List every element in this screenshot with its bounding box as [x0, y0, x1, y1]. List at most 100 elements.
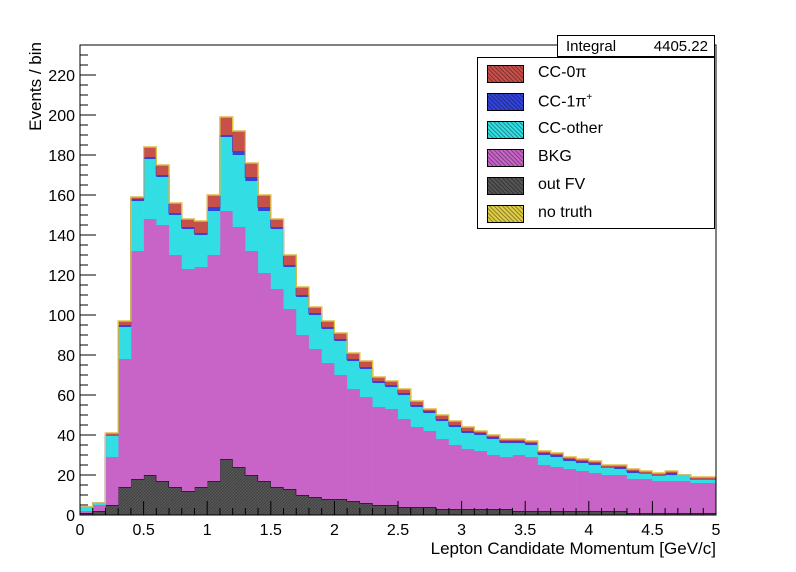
- y-tick-label: 60: [57, 388, 75, 405]
- bar-bkg-13: [245, 251, 259, 475]
- bar-cc-1--3: [118, 325, 132, 327]
- bar-bkg-24: [385, 409, 399, 505]
- bar-cc-other-1: [92, 503, 106, 505]
- bar-bkg-14: [258, 273, 272, 481]
- bar-hatch-19: [321, 499, 335, 515]
- bar-bkg-42: [614, 475, 628, 511]
- bar-cc-1--40: [588, 463, 602, 465]
- bar-cc-other-20: [334, 341, 348, 375]
- x-tick-label: 4: [584, 522, 593, 539]
- x-tick-label: 4.5: [641, 522, 663, 539]
- bar-bkg-2: [105, 457, 119, 505]
- bar-cc-1--22: [359, 367, 373, 369]
- x-tick-label: 1: [203, 522, 212, 539]
- bar-bkg-31: [474, 451, 488, 509]
- bar-bkg-41: [601, 475, 615, 511]
- bar-bkg-3: [118, 359, 132, 487]
- y-tick-label: 100: [48, 308, 75, 325]
- bar-cc-0--21: [347, 353, 361, 359]
- bar-cc-0--2: [105, 433, 119, 435]
- legend-label: BKG: [538, 148, 572, 165]
- bar-hatch-44: [639, 513, 653, 515]
- bar-cc-1--13: [245, 177, 259, 181]
- bar-hatch-30: [461, 509, 475, 515]
- bar-hatch-32: [487, 509, 501, 515]
- bar-bkg-7: [169, 255, 183, 487]
- bar-cc-other-41: [601, 467, 615, 475]
- bar-cc-0--27: [423, 409, 437, 411]
- bar-cc-other-37: [550, 457, 564, 467]
- legend-label: CC-1π+: [538, 92, 593, 111]
- legend-entry: CC-1π+: [478, 88, 714, 116]
- bar-cc-1--15: [270, 227, 284, 229]
- bar-cc-1--14: [258, 207, 272, 211]
- stats-box: Integral 4405.22: [557, 35, 715, 57]
- bar-cc-1--5: [143, 157, 157, 159]
- bar-cc-other-8: [181, 229, 195, 269]
- bar-cc-other-25: [398, 395, 412, 419]
- bar-cc-1--7: [169, 213, 183, 215]
- y-tick-label: 0: [66, 508, 75, 525]
- bar-bkg-37: [550, 467, 564, 511]
- bar-cc-0--25: [398, 389, 412, 393]
- legend-entry: CC-0π: [478, 60, 714, 88]
- bar-bkg-8: [181, 269, 195, 491]
- bar-hatch-35: [525, 511, 539, 515]
- y-tick-label: 120: [48, 268, 75, 285]
- legend-swatch: [487, 121, 524, 139]
- bar-hatch-45: [652, 513, 666, 515]
- bar-bkg-44: [639, 479, 653, 513]
- bar-cc-other-10: [207, 211, 221, 255]
- legend-swatch: [487, 65, 524, 83]
- bar-cc-1--35: [525, 443, 539, 445]
- bar-cc-0--29: [448, 421, 462, 425]
- bar-bkg-46: [665, 481, 679, 513]
- x-tick-label: 1.5: [260, 522, 282, 539]
- bar-hatch-23: [372, 505, 386, 515]
- bar-cc-other-2: [105, 435, 119, 457]
- bar-hatch-33: [499, 509, 513, 515]
- bar-cc-0--3: [118, 321, 132, 325]
- legend-entry: no truth: [478, 200, 714, 228]
- bar-cc-1--10: [207, 207, 221, 211]
- bar-hatch-39: [576, 511, 590, 515]
- bar-hatch-12: [232, 467, 246, 515]
- bar-bkg-22: [359, 397, 373, 503]
- y-tick-label: 220: [48, 68, 75, 85]
- bar-bkg-33: [499, 457, 513, 509]
- bar-hatch-48: [690, 513, 704, 515]
- bar-bkg-32: [487, 455, 501, 509]
- bar-cc-other-45: [652, 475, 666, 481]
- bar-hatch-40: [588, 511, 602, 515]
- bar-bkg-35: [525, 457, 539, 511]
- bar-cc-0--13: [245, 163, 259, 177]
- bar-cc-other-5: [143, 159, 157, 219]
- bar-cc-0--18: [308, 307, 322, 313]
- bar-bkg-34: [512, 455, 526, 511]
- bar-bkg-39: [576, 471, 590, 511]
- bar-cc-other-0: [80, 507, 94, 511]
- bar-cc-1--23: [372, 381, 386, 383]
- bar-cc-0--14: [258, 195, 272, 207]
- bar-cc-0--11: [219, 117, 233, 135]
- bar-bkg-4: [130, 251, 144, 479]
- bar-hatch-46: [665, 513, 679, 515]
- bar-cc-1--46: [665, 473, 679, 475]
- x-tick-label: 2.5: [387, 522, 409, 539]
- bar-cc-other-11: [219, 137, 233, 211]
- bar-cc-1--27: [423, 411, 437, 413]
- bar-cc-other-19: [321, 329, 335, 363]
- bar-cc-other-32: [487, 439, 501, 455]
- bar-cc-other-16: [283, 267, 297, 309]
- bar-cc-0--4: [130, 197, 144, 199]
- bar-hatch-28: [436, 509, 450, 515]
- x-tick-label: 0.5: [132, 522, 154, 539]
- bar-hatch-42: [614, 511, 628, 515]
- bar-cc-other-9: [194, 235, 208, 267]
- bar-hatch-8: [181, 491, 195, 515]
- bar-cc-other-24: [385, 387, 399, 409]
- bar-cc-0--34: [512, 439, 526, 441]
- bar-hatch-6: [156, 481, 170, 515]
- bar-cc-1--6: [156, 175, 170, 177]
- bar-hatch-34: [512, 511, 526, 515]
